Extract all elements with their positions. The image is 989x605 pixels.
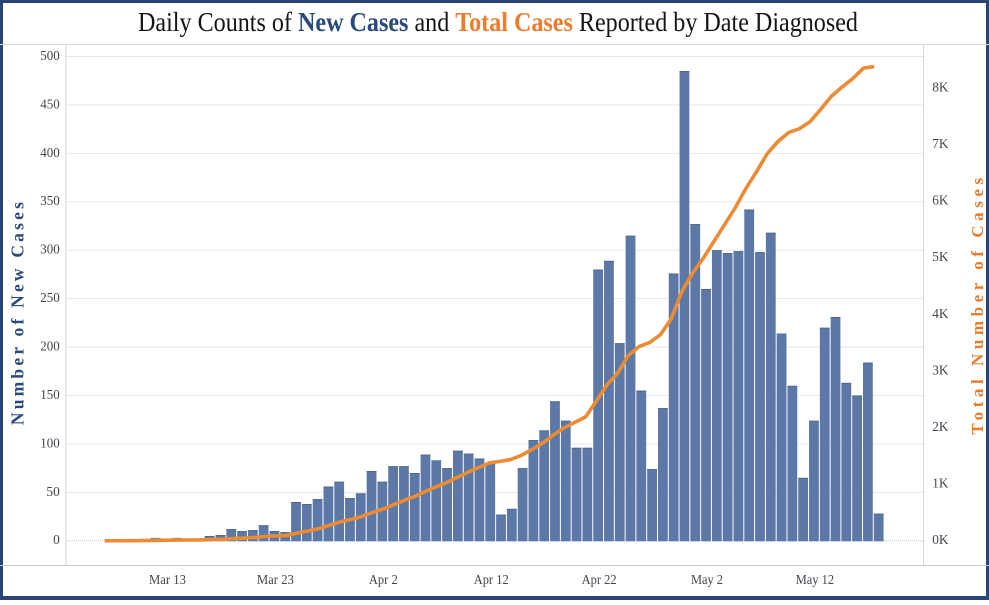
svg-text:400: 400 <box>40 145 60 160</box>
svg-text:Apr 12: Apr 12 <box>474 572 509 587</box>
svg-text:Total Number of Cases: Total Number of Cases <box>968 173 987 434</box>
svg-text:350: 350 <box>40 193 60 208</box>
svg-text:250: 250 <box>40 290 60 305</box>
svg-text:Apr 22: Apr 22 <box>582 572 617 587</box>
svg-text:7K: 7K <box>932 136 949 151</box>
svg-text:4K: 4K <box>932 306 949 321</box>
svg-text:100: 100 <box>40 435 60 450</box>
svg-text:Mar 13: Mar 13 <box>149 572 186 587</box>
svg-text:May 12: May 12 <box>796 572 834 587</box>
svg-text:Number of New Cases: Number of New Cases <box>8 199 28 425</box>
svg-text:3K: 3K <box>932 362 949 377</box>
svg-text:50: 50 <box>46 484 59 499</box>
svg-text:Daily Counts of New Cases and: Daily Counts of New Cases and Total Case… <box>138 7 858 37</box>
svg-text:0: 0 <box>53 532 60 547</box>
svg-text:450: 450 <box>40 96 60 111</box>
svg-text:150: 150 <box>40 387 60 402</box>
svg-text:Apr 2: Apr 2 <box>369 572 398 587</box>
svg-text:May 2: May 2 <box>691 572 723 587</box>
svg-text:300: 300 <box>40 242 60 257</box>
svg-text:200: 200 <box>40 339 60 354</box>
svg-text:500: 500 <box>40 48 60 63</box>
svg-text:8K: 8K <box>932 80 949 95</box>
svg-text:6K: 6K <box>932 193 949 208</box>
svg-text:0K: 0K <box>932 532 949 547</box>
svg-text:5K: 5K <box>932 249 949 264</box>
svg-text:1K: 1K <box>932 475 949 490</box>
svg-text:2K: 2K <box>932 419 949 434</box>
svg-text:Mar 23: Mar 23 <box>257 572 294 587</box>
